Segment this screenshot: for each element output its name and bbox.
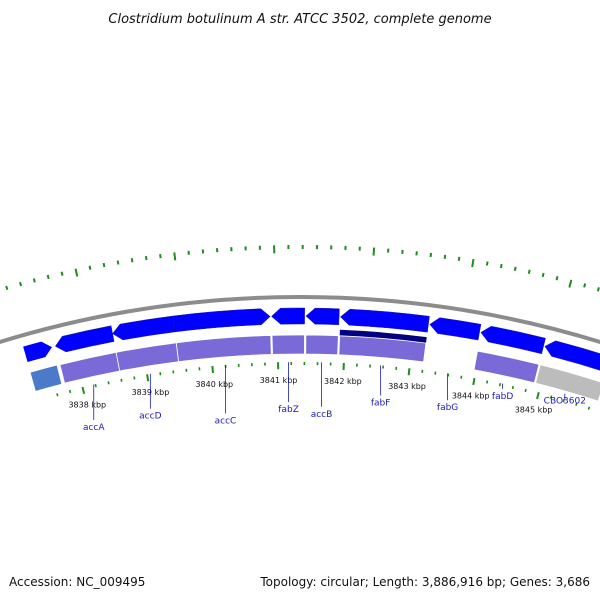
gene-arrow (23, 341, 52, 362)
scale-minor-tick (56, 393, 59, 397)
gc-tick (372, 247, 376, 256)
gc-tick (471, 258, 475, 268)
scale-minor-tick (486, 380, 489, 384)
scale-major-tick (146, 374, 150, 382)
scale-minor-tick (549, 395, 553, 399)
genome-backbone (0, 295, 600, 345)
cds-accB (305, 334, 339, 356)
gene-label-accB: accB (311, 410, 333, 420)
scale-minor-tick (575, 402, 578, 406)
scale-tick-label: 3842 kbp (324, 377, 362, 386)
gc-tick (130, 258, 134, 263)
gc-tick (5, 285, 9, 291)
gene-arrow-accB (305, 307, 340, 326)
gc-tick (513, 266, 517, 271)
scale-tick-label: 3843 kbp (388, 382, 426, 391)
gc-tick (32, 278, 36, 283)
gene-label-fabZ: fabZ (278, 405, 299, 415)
gc-tick (159, 254, 162, 259)
gc-tick (116, 260, 120, 265)
gene-label-fabD: fabD (492, 392, 513, 402)
gc-tick (499, 263, 503, 269)
cds-accC (175, 335, 272, 363)
gc-tick (60, 271, 64, 276)
map-title: Clostridium botulinum A str. ATCC 3502, … (108, 12, 491, 27)
cds-segment (30, 365, 62, 391)
scale-minor-tick (68, 389, 72, 394)
cds-accD (115, 342, 180, 372)
accession-text: Accession: NC_009495 (9, 575, 146, 589)
scale-minor-tick (120, 378, 123, 382)
gc-tick (443, 254, 447, 259)
gc-tick (457, 256, 461, 261)
scale-minor-tick (498, 383, 502, 387)
scale-major-tick (536, 391, 540, 400)
gc-tick (144, 255, 148, 261)
cds-fabD (473, 350, 540, 384)
gene-labels: accA accD accC fabZ accB fabF fabG fabD CBO3602 (83, 362, 586, 433)
gene-arrow-fabZ (271, 307, 305, 325)
gc-tick (555, 276, 559, 281)
gene-label-fabF: fabF (371, 399, 391, 409)
gc-tick (596, 287, 600, 292)
backbone-arc (0, 295, 600, 345)
cds-track (30, 334, 600, 402)
scale-minor-tick (460, 375, 463, 379)
gene-arrow-fabG (429, 317, 482, 341)
gc-tick (541, 272, 545, 278)
scale-tick-label: 3838 kbp (68, 400, 106, 409)
scale-minor-tick (133, 376, 136, 380)
gc-tick (88, 265, 92, 270)
gc-tick (46, 274, 50, 280)
gene-label-accA: accA (83, 423, 105, 433)
gc-skew-track (5, 245, 600, 292)
gc-tick (527, 269, 531, 274)
cds-fabZ (271, 334, 305, 355)
gc-tick (485, 261, 489, 266)
scale-major-tick (81, 386, 86, 395)
cds-accA (59, 351, 121, 384)
scale-minor-tick (524, 388, 527, 393)
gene-arrow-fabF (340, 308, 430, 333)
scale-tick-label: 3845 kbp (515, 406, 553, 415)
scale-minor-tick (107, 381, 110, 385)
cds-CBO3602 (535, 364, 600, 402)
scale-major-tick (472, 377, 476, 386)
gene-label-fabG: fabG (437, 403, 458, 413)
scale-tick-label: 3844 kbp (452, 392, 490, 401)
scale-major-tick (211, 365, 215, 374)
gene-arrow-CBO3602 (544, 340, 600, 371)
gene-label-CBO3602: CBO3602 (544, 397, 586, 407)
gc-tick (173, 252, 177, 261)
gc-tick (74, 268, 79, 277)
gene-arrow-accD (112, 315, 176, 341)
gc-tick (19, 281, 23, 287)
genome-summary-text: Topology: circular; Length: 3,886,916 bp… (260, 575, 590, 589)
scale-minor-tick (587, 406, 591, 410)
gc-tick (102, 262, 106, 268)
cds-fabF (338, 335, 427, 363)
scale-major-tick (407, 368, 411, 376)
scale-minor-tick (562, 398, 565, 403)
gene-arrow-fabD (480, 325, 546, 355)
scale-minor-tick (511, 385, 514, 390)
scale-tick-label: 3841 kbp (260, 376, 298, 385)
scale-minor-tick (94, 383, 97, 388)
gene-track (23, 307, 600, 371)
scale-tick-label: 3840 kbp (195, 380, 233, 389)
gc-tick (568, 279, 573, 288)
gene-arrow-accA (54, 325, 115, 353)
gene-label-accD: accD (139, 412, 161, 422)
gc-tick (583, 283, 587, 288)
gene-arrow-accC (172, 308, 271, 333)
gene-label-accC: accC (215, 416, 237, 426)
